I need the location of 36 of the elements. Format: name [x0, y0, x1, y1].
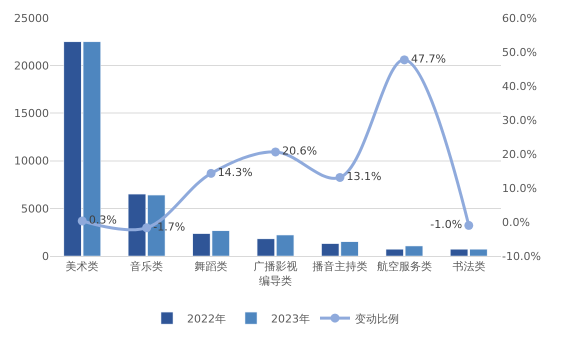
legend-label: 2023年 [271, 312, 310, 326]
x-tick-label: 美术类 [66, 260, 99, 274]
point [400, 55, 409, 64]
y2-tick-label: 30.0% [502, 114, 537, 127]
point [142, 223, 152, 232]
y2-tick-label: 60.0% [502, 12, 537, 25]
data-label: 14.3% [218, 166, 253, 180]
x-tick-label: 航空服务类 [376, 260, 432, 274]
data-label: 20.6% [282, 144, 318, 158]
y2-tick-label: 40.0% [502, 80, 537, 93]
y-tick-label: 15000 [14, 107, 49, 120]
legend-label: 2022年 [187, 312, 226, 326]
y-tick-label: 5000 [21, 202, 49, 216]
data-label: -1.0% [430, 218, 462, 232]
y-tick-label: 20000 [14, 59, 49, 72]
y-tick-label: 0 [42, 250, 49, 263]
point [78, 216, 87, 226]
y-tick-label: 25000 [14, 12, 49, 25]
data-label: 13.1% [346, 170, 382, 184]
y2-tick-label: 10.0% [502, 182, 537, 195]
x-tick-label: 广播影视编导类 [254, 260, 298, 288]
data-label: 47.7% [410, 52, 446, 66]
x-tick-label: 书法类 [452, 260, 486, 274]
y-tick-label: 10000 [14, 154, 49, 168]
point [464, 220, 474, 230]
y2-tick-label: 20.0% [502, 148, 537, 161]
point [335, 172, 344, 182]
x-tick-label: 舞蹈类 [194, 260, 228, 274]
y2-tick-label: -10.0% [502, 250, 541, 263]
legend-label: 变动比例 [355, 312, 399, 326]
y2-tick-label: 0.0% [502, 216, 530, 229]
x-tick-label: 播音主持类 [312, 260, 368, 274]
y2-tick-label: 50.0% [502, 46, 537, 59]
x-tick-label: 音乐类 [130, 260, 164, 274]
point [271, 147, 280, 156]
point [206, 168, 216, 178]
